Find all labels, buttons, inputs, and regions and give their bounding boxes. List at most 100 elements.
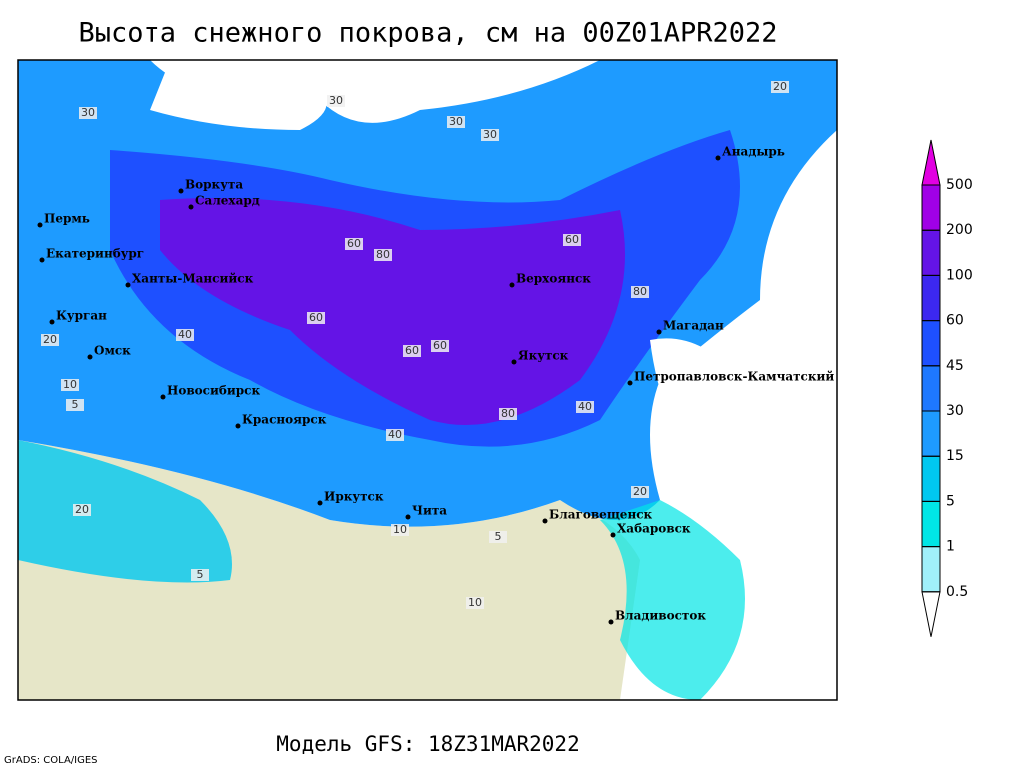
model-label: Модель GFS: 18Z31MAR2022 bbox=[276, 732, 579, 756]
contour-label: 40 bbox=[178, 328, 192, 341]
colorbar-swatch bbox=[921, 229, 941, 276]
city-label: Екатеринбург bbox=[46, 247, 144, 261]
city-label: Омск bbox=[94, 344, 131, 358]
contour-label: 20 bbox=[633, 485, 647, 498]
city-label: Чита bbox=[412, 504, 447, 518]
city-label: Верхоянск bbox=[516, 272, 591, 286]
colorbar-swatch bbox=[921, 455, 941, 502]
contour-label-bg bbox=[191, 569, 209, 581]
contour-label-bg bbox=[447, 116, 465, 128]
contour-label-bg bbox=[386, 429, 404, 441]
contour-label: 60 bbox=[405, 344, 419, 357]
contour-label: 40 bbox=[578, 400, 592, 413]
colorbar-label: 0.5 bbox=[946, 584, 968, 600]
city-dot bbox=[511, 359, 517, 365]
city-label: Воркута bbox=[185, 178, 243, 192]
contour-label: 10 bbox=[393, 523, 407, 536]
colorbar-label: 100 bbox=[946, 267, 973, 283]
contour-label-bg bbox=[73, 504, 91, 516]
city-label: Ханты-Мансийск bbox=[132, 272, 254, 286]
city-dot bbox=[656, 329, 662, 335]
city-label: Салехард bbox=[195, 194, 260, 208]
contour-label: 5 bbox=[72, 398, 79, 411]
city-dot bbox=[49, 319, 55, 325]
map-frame bbox=[17, 59, 838, 701]
colorbar-swatch bbox=[921, 365, 941, 412]
city-label: Курган bbox=[56, 309, 107, 323]
city-label: Владивосток bbox=[615, 609, 706, 623]
sea-ice-gap bbox=[150, 60, 327, 130]
city-dot bbox=[125, 282, 131, 288]
colorbar-swatch bbox=[921, 500, 941, 548]
contour-label: 30 bbox=[449, 115, 463, 128]
colorbar-swatch bbox=[921, 546, 941, 593]
contour-label: 10 bbox=[468, 596, 482, 609]
contour-label-bg bbox=[499, 408, 517, 420]
colorbar-label: 200 bbox=[946, 222, 973, 238]
contour-label-bg bbox=[391, 524, 409, 536]
colorbar-label: 500 bbox=[946, 177, 973, 193]
contour-label: 20 bbox=[75, 503, 89, 516]
contour-label: 60 bbox=[565, 233, 579, 246]
contour-label-bg bbox=[563, 234, 581, 246]
contour-label: 5 bbox=[495, 530, 502, 543]
contour-label-bg bbox=[66, 399, 84, 411]
colorbar-label: 30 bbox=[946, 403, 964, 419]
contour-label: 80 bbox=[376, 248, 390, 261]
contour-label: 40 bbox=[388, 428, 402, 441]
contour-label: 60 bbox=[433, 339, 447, 352]
credit: GrADS: COLA/IGES bbox=[4, 755, 98, 766]
colorbar-label: 15 bbox=[946, 448, 964, 464]
colorbar-swatch bbox=[921, 274, 941, 322]
city-dot bbox=[317, 500, 323, 506]
city-dot bbox=[188, 204, 194, 210]
colorbar-label: 45 bbox=[946, 358, 964, 374]
city-dot bbox=[39, 257, 45, 263]
contour-label: 20 bbox=[43, 333, 57, 346]
contour-label: 30 bbox=[81, 106, 95, 119]
city-dot bbox=[160, 394, 166, 400]
city-dot bbox=[37, 222, 43, 228]
contour-label-bg bbox=[631, 286, 649, 298]
contour-label-bg bbox=[307, 312, 325, 324]
contour-label-bg bbox=[489, 531, 507, 543]
snow-1 bbox=[600, 500, 745, 700]
colorbar-swatch bbox=[921, 410, 941, 457]
colorbar-label: 60 bbox=[946, 313, 964, 329]
contour-label-bg bbox=[576, 401, 594, 413]
city-label: Анадырь bbox=[722, 145, 785, 159]
city-dot bbox=[627, 380, 633, 386]
contour-label-bg bbox=[327, 95, 345, 107]
contour-label-bg bbox=[345, 238, 363, 250]
city-dot bbox=[178, 188, 184, 194]
colorbar-low bbox=[921, 591, 941, 637]
contour-label-bg bbox=[374, 249, 392, 261]
colorbar-swatch bbox=[921, 320, 941, 367]
snow-5 bbox=[18, 440, 232, 583]
contour-label: 10 bbox=[63, 378, 77, 391]
city-label: Благовещенск bbox=[549, 508, 653, 522]
city-label: Хабаровск bbox=[617, 522, 691, 536]
contour-label: 30 bbox=[483, 128, 497, 141]
colorbar-label: 1 bbox=[946, 539, 955, 555]
city-label: Пермь bbox=[44, 212, 90, 226]
contour-label: 60 bbox=[347, 237, 361, 250]
colorbar-label: 5 bbox=[946, 493, 955, 509]
colorbar-high bbox=[921, 139, 941, 186]
contour-label: 20 bbox=[773, 80, 787, 93]
city-label: Петропавловск-Камчатский bbox=[634, 370, 834, 384]
city-dot bbox=[610, 532, 616, 538]
contour-label: 5 bbox=[197, 568, 204, 581]
contour-label-bg bbox=[176, 329, 194, 341]
city-dot bbox=[509, 282, 515, 288]
city-dot bbox=[542, 518, 548, 524]
city-dot bbox=[87, 354, 93, 360]
contour-label-bg bbox=[79, 107, 97, 119]
contour-label: 60 bbox=[309, 311, 323, 324]
contour-label-bg bbox=[41, 334, 59, 346]
city-label: Магадан bbox=[663, 319, 724, 333]
sea-of-okhotsk bbox=[650, 338, 782, 560]
contour-label-bg bbox=[61, 379, 79, 391]
contour-label: 80 bbox=[633, 285, 647, 298]
